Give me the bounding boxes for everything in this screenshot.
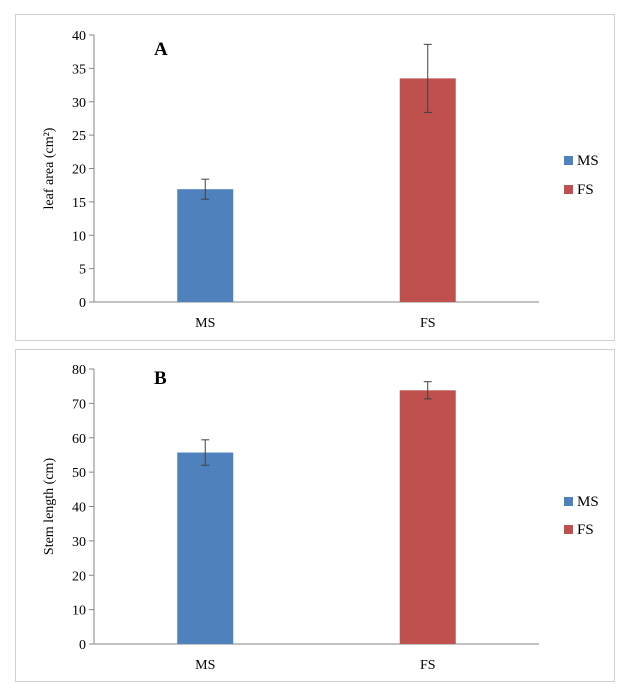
x-category-label: FS	[420, 316, 436, 331]
y-axis-title: leaf area (cm²)	[42, 127, 57, 209]
y-tick-label: 40	[72, 501, 86, 516]
bar-ms	[177, 189, 234, 302]
y-tick-label: 35	[72, 62, 86, 77]
bar-fs	[399, 390, 456, 644]
legend-label-ms: MS	[577, 494, 599, 510]
y-tick-label: 70	[72, 397, 86, 412]
y-tick-label: 15	[72, 196, 86, 211]
panel-label-a: A	[154, 39, 168, 60]
legend-swatch-ms	[564, 497, 573, 506]
chart-panel-b: 0 10 20 30 40 50 60 70 80 MS FS Stem length (cm) B MS…	[15, 349, 615, 682]
y-tick-label: 30	[72, 535, 86, 550]
y-tick-label: 0	[79, 296, 86, 311]
legend-label-fs: FS	[577, 522, 594, 538]
y-tick-label: 10	[72, 604, 86, 619]
y-tick-label: 30	[72, 96, 86, 111]
y-tick-label: 50	[72, 466, 86, 481]
legend-swatch-ms	[564, 156, 573, 165]
x-category-label: MS	[195, 316, 215, 331]
y-tick-label: 20	[72, 163, 86, 178]
y-tick-label: 5	[79, 263, 86, 278]
bar-fs	[399, 78, 456, 302]
x-category-label: FS	[420, 658, 436, 673]
y-axis-title: Stem length (cm)	[42, 458, 57, 556]
chart-a-svg: 0 5 10 15 20 25 30 35 40 MS FS leaf area (cm²) A MS FS	[42, 29, 599, 331]
y-tick-label: 10	[72, 229, 86, 244]
legend-label-ms: MS	[577, 153, 599, 169]
chart-panel-a: 0 5 10 15 20 25 30 35 40 MS FS leaf area (cm²) A MS FS	[15, 14, 615, 341]
y-tick-label: 25	[72, 129, 86, 144]
panel-label-b: B	[154, 368, 167, 389]
bar-ms	[177, 452, 234, 644]
y-tick-label: 60	[72, 432, 86, 447]
legend-swatch-fs	[564, 185, 573, 194]
x-category-label: MS	[195, 658, 215, 673]
legend-label-fs: FS	[577, 182, 594, 198]
y-tick-label: 20	[72, 569, 86, 584]
y-tick-label: 80	[72, 363, 86, 378]
legend-swatch-fs	[564, 525, 573, 534]
y-tick-label: 40	[72, 29, 86, 44]
chart-b-svg: 0 10 20 30 40 50 60 70 80 MS FS Stem length (cm) B MS…	[42, 363, 599, 673]
y-tick-label: 0	[79, 638, 86, 653]
